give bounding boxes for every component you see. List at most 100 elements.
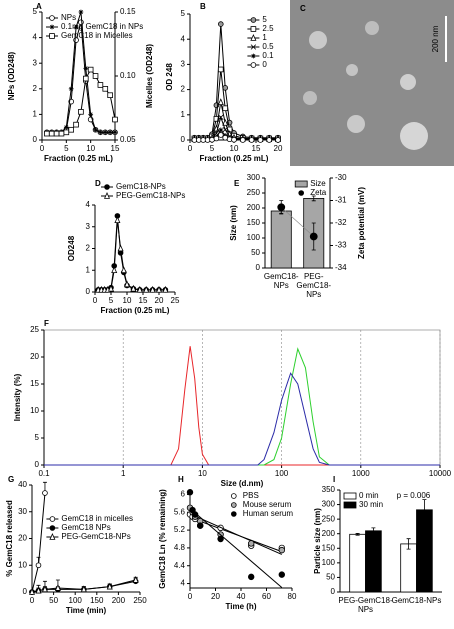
y-tick-label: 4 bbox=[181, 579, 186, 588]
marker bbox=[117, 244, 124, 252]
legend-label: 2.5 bbox=[262, 24, 274, 33]
x-axis-label: Time (min) bbox=[66, 606, 107, 615]
marker bbox=[278, 546, 285, 554]
series-line bbox=[44, 346, 440, 466]
legend-label: GemC18 in Micelles bbox=[61, 31, 133, 40]
marker bbox=[217, 98, 224, 105]
marker bbox=[111, 266, 118, 274]
x-tick-label: 20 bbox=[211, 592, 220, 601]
y-tick-label: 4 bbox=[33, 33, 38, 42]
particle bbox=[347, 115, 365, 133]
legend-label: Size bbox=[310, 179, 326, 188]
series-line bbox=[281, 207, 314, 237]
x-tick-label: 1000 bbox=[352, 469, 370, 478]
marker bbox=[112, 129, 118, 135]
y-tick-label: 300 bbox=[247, 173, 261, 182]
legend-label: PEG-GemC18-NPs bbox=[61, 532, 130, 541]
y-axis-label: % GemC18 released bbox=[5, 500, 14, 577]
x-tick-label: 60 bbox=[262, 592, 271, 601]
bar bbox=[349, 533, 366, 593]
y-axis-label: Size (nm) bbox=[229, 205, 238, 241]
particle bbox=[346, 64, 358, 76]
y-tick-label: 4.4 bbox=[174, 561, 186, 570]
marker bbox=[42, 490, 48, 496]
marker bbox=[218, 127, 224, 133]
y2-tick-label: -30 bbox=[335, 173, 347, 182]
legend-label: 0.1mg GemC18 in NPs bbox=[61, 22, 143, 31]
y-tick-label: 4 bbox=[86, 200, 91, 209]
marker bbox=[275, 137, 281, 143]
marker bbox=[92, 73, 99, 79]
series-line bbox=[44, 372, 440, 466]
panel-label: A bbox=[36, 2, 42, 11]
marker bbox=[222, 118, 229, 126]
y-tick-label: 2 bbox=[86, 244, 91, 253]
y-tick-label: 350 bbox=[322, 485, 336, 494]
marker bbox=[222, 105, 229, 112]
marker bbox=[49, 516, 56, 522]
particle bbox=[400, 74, 416, 90]
marker bbox=[35, 586, 42, 594]
x-tick-label: GemC18-NPs bbox=[264, 272, 299, 290]
series-line bbox=[46, 68, 116, 135]
marker bbox=[58, 130, 65, 137]
marker bbox=[63, 124, 69, 130]
legend-label: Human serum bbox=[243, 509, 294, 518]
marker bbox=[88, 112, 94, 117]
y2-tick-label: -34 bbox=[335, 263, 347, 272]
x-tick-label: 0 bbox=[188, 592, 193, 601]
x-tick-label: 25 bbox=[171, 296, 180, 305]
panel-label: I bbox=[333, 475, 335, 484]
y2-axis-label: Micelles (OD248) bbox=[145, 44, 154, 108]
legend-swatch bbox=[294, 180, 308, 188]
y-tick-label: 15 bbox=[30, 379, 39, 388]
y-tick-label: 250 bbox=[247, 188, 261, 197]
marker bbox=[250, 34, 257, 41]
y-tick-label: 5.2 bbox=[174, 525, 186, 534]
marker bbox=[103, 192, 111, 199]
y-tick-label: 4 bbox=[181, 34, 186, 43]
particle bbox=[309, 31, 327, 49]
marker bbox=[218, 21, 224, 27]
marker bbox=[191, 511, 199, 518]
marker bbox=[231, 136, 237, 143]
marker bbox=[250, 44, 257, 50]
legend-label: GemC18 NPs bbox=[61, 523, 110, 532]
series-line bbox=[98, 215, 166, 291]
legend-label: 0.5 bbox=[262, 42, 274, 51]
y-tick-label: 0 bbox=[33, 135, 38, 144]
error-bar bbox=[422, 499, 427, 510]
marker bbox=[217, 66, 224, 73]
panel-label: F bbox=[44, 319, 49, 328]
y-tick-label: 0 bbox=[256, 263, 261, 272]
bar bbox=[400, 543, 417, 593]
x-tick-label: 40 bbox=[237, 592, 246, 601]
x-tick-label: 5 bbox=[64, 144, 69, 153]
y-tick-label: 150 bbox=[322, 543, 336, 552]
legend-label: Zeta bbox=[310, 188, 327, 197]
marker bbox=[231, 511, 237, 517]
marker bbox=[123, 280, 131, 288]
x-axis-label: Time (h) bbox=[226, 602, 257, 611]
y-tick-label: 30 bbox=[18, 507, 27, 516]
y-tick-label: 1 bbox=[181, 110, 186, 119]
x-axis-label: Fraction (0.25 mL) bbox=[44, 154, 113, 163]
marker bbox=[247, 540, 255, 547]
marker bbox=[217, 535, 224, 543]
y-tick-label: 150 bbox=[247, 218, 261, 227]
x-tick-label: PEG-GemC18-NPs bbox=[296, 272, 331, 299]
marker bbox=[73, 24, 79, 30]
y2-tick-label: -33 bbox=[335, 241, 347, 250]
marker bbox=[68, 126, 75, 133]
error-bar bbox=[406, 538, 411, 550]
marker bbox=[63, 129, 70, 136]
x-tick-label: 5 bbox=[109, 296, 114, 305]
legend-swatch bbox=[343, 492, 357, 500]
y-tick-label: 25 bbox=[30, 325, 39, 334]
bar bbox=[270, 210, 292, 269]
legend-label: 0 min bbox=[359, 491, 379, 500]
marker bbox=[28, 588, 36, 595]
legend-label: 1 bbox=[262, 33, 267, 42]
panel-label: G bbox=[8, 475, 14, 484]
y-tick-label: 6 bbox=[181, 490, 186, 499]
